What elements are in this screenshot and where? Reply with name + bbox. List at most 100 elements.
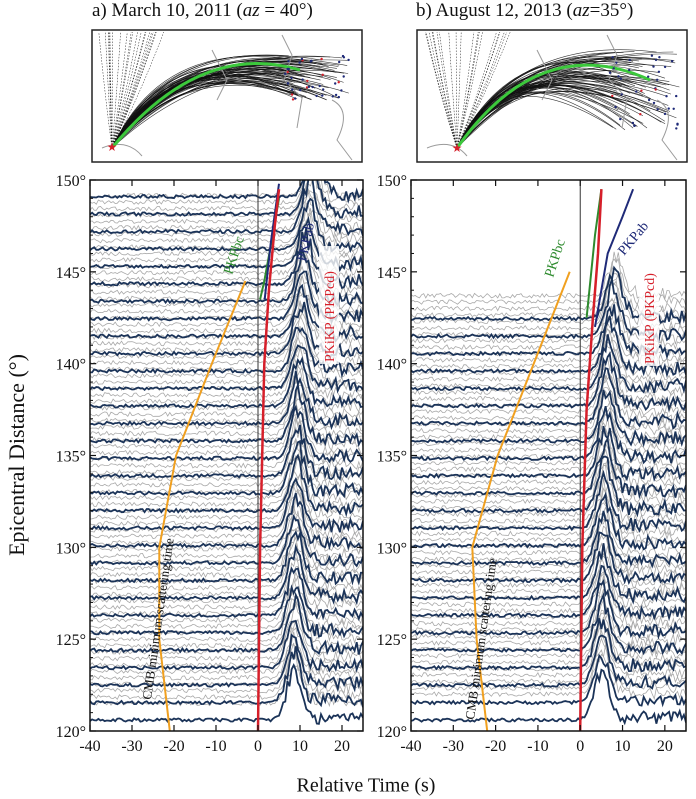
- background-trace: [411, 351, 686, 404]
- background-trace: [90, 418, 363, 470]
- station-marker: [614, 105, 617, 109]
- station-marker: [305, 86, 309, 89]
- map-a-great-circle-path: [110, 62, 301, 149]
- y-tick-label: 125°: [56, 632, 86, 649]
- background-trace: [411, 569, 686, 616]
- background-trace: [90, 411, 363, 456]
- ray-path: [111, 69, 306, 149]
- background-trace: [411, 637, 686, 685]
- y-tick-label: 120°: [377, 724, 407, 741]
- background-trace: [90, 387, 363, 438]
- background-trace: [90, 274, 363, 323]
- ray-path: [111, 31, 113, 149]
- selected-trace: [90, 197, 363, 253]
- station-marker: [619, 77, 623, 80]
- x-tick-label: -30: [121, 738, 142, 755]
- ray-path: [111, 31, 133, 149]
- ray-path: [456, 31, 480, 149]
- x-tick-label: 10: [615, 738, 631, 755]
- background-trace: [411, 387, 686, 436]
- panel-a-title: a) March 10, 2011 (az = 40°): [92, 0, 313, 22]
- background-trace: [90, 190, 363, 244]
- station-marker: [620, 93, 623, 96]
- station-marker: [647, 98, 651, 102]
- pkikp-label-b: PKiKP (PKPcd): [643, 273, 658, 364]
- y-tick-label: 125°: [377, 632, 407, 649]
- ray-path: [111, 31, 157, 149]
- ray-path: [431, 31, 458, 149]
- background-trace: [90, 437, 363, 486]
- station-marker: [675, 127, 678, 130]
- selected-trace: [90, 619, 363, 673]
- panel-b-title: b) August 12, 2013 (az=35°): [416, 0, 633, 22]
- station-marker: [307, 85, 311, 89]
- selected-trace: [411, 455, 686, 518]
- background-trace: [411, 496, 686, 545]
- station-marker: [628, 68, 631, 72]
- pkpbc-label-b: PKPbc: [543, 238, 569, 280]
- station-marker: [321, 73, 324, 77]
- x-tick-label: 10: [292, 738, 308, 755]
- background-trace: [90, 287, 363, 335]
- background-trace: [411, 542, 686, 591]
- ray-path: [456, 31, 462, 149]
- ray-path: [432, 31, 458, 149]
- coastline: [101, 143, 143, 157]
- background-trace: [90, 601, 363, 652]
- selected-trace: [90, 344, 363, 394]
- selected-trace: [411, 389, 686, 448]
- background-trace: [90, 528, 363, 580]
- station-marker: [650, 54, 654, 57]
- background-trace: [90, 652, 363, 702]
- background-trace: [90, 486, 363, 535]
- station-marker: [337, 95, 340, 99]
- map-inset-a: ★: [91, 29, 363, 163]
- background-trace: [90, 596, 363, 644]
- map-a-epicenter-star: ★: [107, 140, 118, 154]
- background-trace: [411, 462, 686, 513]
- selected-trace: [411, 510, 686, 569]
- background-trace: [411, 406, 686, 454]
- selected-trace: [90, 404, 363, 464]
- map-inset-b: ★: [416, 29, 688, 163]
- x-tick-label: 20: [334, 738, 350, 755]
- background-trace: [411, 458, 686, 507]
- station-marker: [676, 123, 679, 126]
- station-marker: [338, 60, 341, 64]
- pkikp-curve-a: [256, 189, 281, 731]
- ray-path: [108, 31, 113, 149]
- selected-trace: [411, 334, 686, 394]
- selected-trace: [90, 326, 363, 379]
- station-marker: [290, 76, 293, 80]
- station-marker: [291, 88, 294, 91]
- selected-trace: [411, 315, 686, 379]
- station-marker: [639, 113, 642, 116]
- y-tick-label: 135°: [56, 449, 86, 466]
- selected-trace: [411, 578, 686, 640]
- background-trace: [90, 300, 363, 348]
- y-axis-a: 150° 145° 140° 135° 130° 125° 120°: [56, 173, 363, 741]
- background-trace: [411, 470, 686, 527]
- ray-path: [456, 31, 508, 149]
- background-trace: [90, 527, 363, 573]
- background-trace: [90, 571, 363, 626]
- panel-a-title-az: az: [242, 0, 260, 21]
- background-trace: [411, 436, 686, 488]
- background-trace: [90, 565, 363, 611]
- pkikp-label-bg-b: [639, 248, 659, 366]
- selected-trace: [90, 180, 363, 219]
- background-trace: [90, 346, 363, 400]
- background-trace: [411, 417, 686, 467]
- cmb-label-b: CMB minimum scattering time: [462, 557, 500, 721]
- selected-trace: [411, 425, 686, 482]
- selected-trace: [411, 543, 686, 605]
- map-b-great-circle-path: [455, 63, 651, 149]
- coastline: [656, 99, 678, 161]
- station-marker: [321, 94, 324, 97]
- background-trace: [411, 644, 686, 694]
- station-marker: [342, 75, 345, 78]
- pkikp-label-a: PKiKP (PKPcd): [323, 271, 338, 362]
- background-trace: [90, 251, 363, 304]
- ray-path: [111, 58, 329, 149]
- selected-trace: [90, 370, 363, 431]
